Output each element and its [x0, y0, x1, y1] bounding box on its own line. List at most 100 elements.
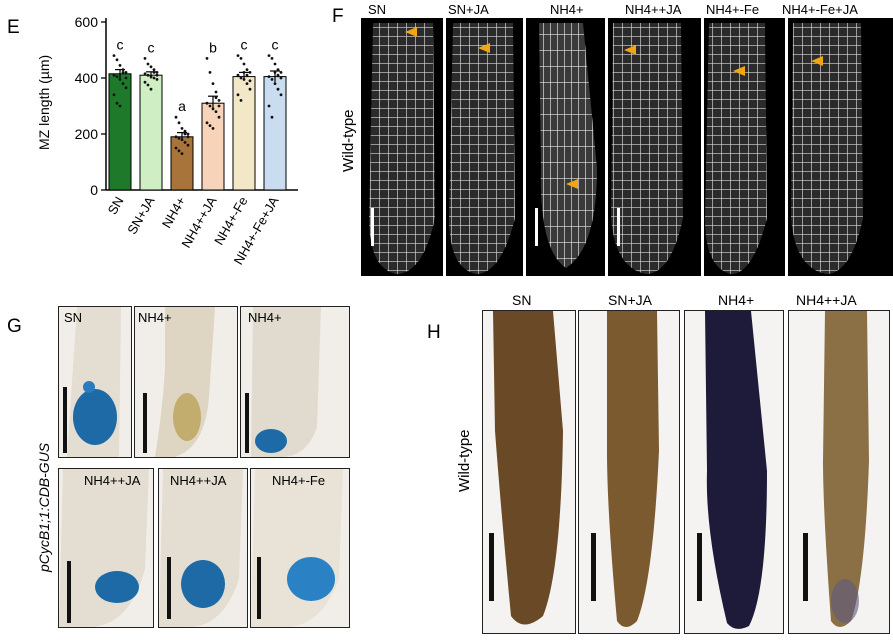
g-title-5: NH4++JA	[170, 473, 227, 488]
h-title-4: NH4++JA	[796, 292, 857, 308]
e-data-point	[183, 141, 187, 144]
g-title-2: NH4+	[138, 310, 172, 325]
e-data-point	[121, 82, 125, 85]
h-row-label: Wild-type	[456, 429, 473, 492]
f-arrow-icon	[405, 27, 417, 37]
e-data-point	[273, 71, 277, 74]
f-root-nh4	[539, 23, 597, 268]
e-data-point	[214, 90, 218, 94]
e-data-point	[270, 57, 274, 60]
e-data-point	[267, 104, 271, 108]
e-data-point	[211, 82, 215, 85]
panel-e-label: E	[7, 17, 20, 38]
e-data-point	[174, 146, 178, 150]
e-data-point	[208, 104, 212, 108]
e-data-point	[152, 71, 156, 74]
g-tile-1	[58, 306, 132, 458]
e-data-point	[211, 127, 215, 130]
e-data-point	[177, 136, 181, 140]
e-data-point	[152, 68, 156, 71]
f-root-nh4feja	[791, 23, 863, 274]
f-arrow-icon	[624, 45, 636, 55]
e-data-point	[245, 68, 249, 71]
h-tile-1	[482, 310, 576, 634]
e-data-point	[248, 71, 252, 74]
e-data-point	[242, 62, 246, 66]
f-arrow-icon	[478, 43, 490, 53]
h-title-1: SN	[512, 292, 532, 308]
g-title-4: NH4++JA	[84, 473, 141, 488]
e-data-point	[121, 71, 125, 74]
e-data-point	[248, 87, 252, 91]
h-tile-2	[578, 310, 680, 634]
e-data-point	[239, 57, 243, 60]
e-data-point	[236, 73, 240, 77]
e-bar	[108, 73, 132, 191]
f-roots-svg	[369, 18, 863, 276]
e-data-point	[217, 99, 221, 102]
e-data-point	[217, 104, 221, 108]
f-arrow-icon	[733, 66, 745, 76]
e-data-point	[149, 87, 153, 91]
g-title-6: NH4+-Fe	[272, 473, 326, 488]
e-data-point	[118, 64, 122, 67]
e-y-tick-label: 600	[75, 14, 99, 30]
e-data-point	[279, 71, 283, 74]
e-significance-letter: c	[272, 37, 279, 53]
e-x-tick-label: NH4+	[159, 194, 189, 231]
e-data-point	[155, 78, 159, 81]
e-data-point	[239, 76, 243, 80]
e-data-point	[211, 107, 215, 111]
e-data-point	[180, 127, 184, 130]
e-data-point	[270, 115, 274, 119]
e-data-point	[186, 135, 190, 139]
e-data-point	[208, 124, 212, 127]
e-data-point	[270, 78, 274, 81]
f-scale-bar	[371, 208, 374, 246]
e-significance-letter: a	[178, 98, 186, 114]
e-data-point	[177, 121, 181, 125]
e-data-point	[214, 96, 218, 99]
e-y-tick-label: 200	[75, 126, 99, 142]
e-data-point	[180, 152, 184, 156]
h-title-2: SN+JA	[608, 292, 652, 308]
e-data-point	[124, 71, 128, 74]
e-significance-letter: c	[117, 37, 124, 53]
f-title-4: NH4++JA	[625, 2, 682, 17]
e-bar	[263, 76, 287, 191]
e-data-point	[183, 129, 187, 133]
e-data-point	[214, 110, 218, 113]
e-data-point	[242, 78, 246, 81]
e-x-tick-label: SN	[105, 194, 127, 217]
e-data-point	[146, 62, 150, 66]
e-data-point	[174, 115, 178, 119]
f-title-1: SN	[368, 2, 387, 17]
e-data-point	[112, 54, 116, 57]
f-root-snja	[449, 23, 515, 274]
e-data-point	[183, 132, 187, 136]
e-data-point	[248, 79, 252, 83]
e-data-point	[236, 93, 240, 97]
h-tile-3	[684, 310, 784, 634]
e-data-point	[276, 68, 280, 71]
panel-f-label: F	[332, 6, 344, 27]
e-data-point	[245, 82, 249, 85]
e-data-point	[124, 86, 128, 90]
e-data-point	[115, 75, 119, 78]
f-scale-bar	[535, 208, 538, 246]
e-data-point	[118, 78, 122, 81]
e-data-point	[155, 73, 159, 77]
e-data-point	[239, 99, 243, 102]
g-tile-4	[58, 468, 154, 628]
f-image-strip	[361, 18, 893, 276]
g-tile-5	[158, 468, 248, 628]
e-data-point	[155, 71, 159, 74]
e-data-point	[177, 149, 181, 153]
e-data-point	[115, 101, 119, 105]
g-row-label: pCycB1;1:CDB-GUS	[36, 442, 52, 572]
e-data-point	[149, 65, 153, 69]
e-data-point	[205, 121, 209, 125]
f-root-nh4fe	[705, 23, 767, 274]
e-data-point	[112, 73, 116, 77]
e-data-point	[186, 132, 190, 136]
